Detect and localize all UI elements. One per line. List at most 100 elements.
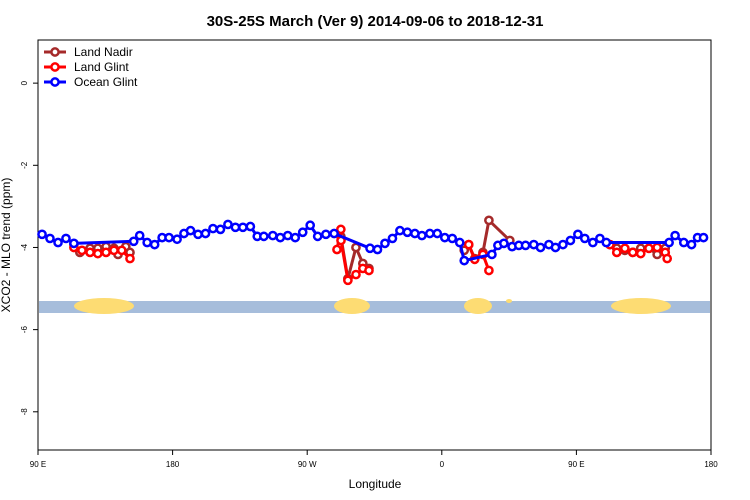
x-tick-label: 180 bbox=[704, 460, 718, 469]
data-point bbox=[343, 275, 353, 286]
data-point bbox=[101, 247, 111, 258]
data-point bbox=[670, 230, 680, 241]
data-point bbox=[459, 255, 470, 266]
surface-band bbox=[39, 298, 710, 314]
legend-marker bbox=[50, 47, 60, 57]
data-point bbox=[258, 231, 269, 242]
data-point bbox=[45, 233, 55, 244]
data-point bbox=[172, 234, 182, 245]
data-point bbox=[601, 237, 612, 248]
data-point bbox=[487, 249, 497, 260]
data-point bbox=[380, 238, 390, 249]
data-point bbox=[595, 233, 605, 244]
plot-frame bbox=[37, 39, 712, 451]
data-point bbox=[351, 269, 361, 280]
data-point bbox=[372, 244, 383, 255]
data-point bbox=[499, 238, 509, 249]
legend-marker bbox=[50, 62, 60, 72]
data-point bbox=[664, 237, 674, 248]
data-point bbox=[686, 239, 697, 250]
legend-label: Land Glint bbox=[74, 60, 129, 74]
data-point bbox=[573, 229, 583, 240]
data-point bbox=[611, 247, 622, 258]
data-point bbox=[417, 230, 427, 241]
chart-title: 30S-25S March (Ver 9) 2014-09-06 to 2018… bbox=[207, 13, 544, 30]
data-point bbox=[85, 247, 95, 258]
data-point bbox=[439, 232, 450, 243]
y-tick-label: -8 bbox=[20, 408, 29, 416]
data-point bbox=[109, 245, 119, 256]
data-point bbox=[290, 232, 301, 243]
data-point bbox=[662, 253, 673, 264]
data-point bbox=[128, 236, 139, 247]
x-tick-label: 90 W bbox=[298, 460, 317, 469]
data-point bbox=[185, 225, 196, 236]
data-point bbox=[275, 232, 286, 243]
data-point bbox=[134, 230, 145, 241]
data-point bbox=[238, 222, 248, 233]
data-point bbox=[77, 245, 87, 256]
data-point bbox=[305, 220, 316, 231]
data-point bbox=[424, 228, 435, 239]
legend-marker bbox=[50, 77, 60, 87]
data-point bbox=[620, 243, 630, 254]
data-point bbox=[535, 242, 546, 253]
data-point bbox=[116, 245, 127, 256]
x-tick-label: 90 E bbox=[30, 460, 46, 469]
data-point bbox=[520, 240, 531, 251]
data-point bbox=[53, 237, 63, 248]
data-point bbox=[312, 231, 323, 242]
data-point bbox=[588, 237, 598, 248]
legend-label: Land Nadir bbox=[74, 45, 133, 59]
data-point bbox=[402, 227, 413, 238]
data-point bbox=[164, 232, 174, 243]
data-point bbox=[395, 225, 405, 236]
data-point bbox=[336, 224, 346, 235]
data-point bbox=[208, 223, 218, 234]
data-point bbox=[282, 230, 293, 241]
data-point bbox=[432, 228, 443, 239]
data-point bbox=[698, 232, 709, 243]
data-point bbox=[627, 247, 638, 258]
data-point bbox=[635, 248, 646, 259]
data-point bbox=[223, 219, 233, 230]
data-point bbox=[37, 229, 47, 240]
data-point bbox=[267, 230, 278, 241]
land-patch bbox=[611, 298, 671, 314]
data-point bbox=[200, 228, 211, 239]
data-point bbox=[558, 239, 568, 250]
data-point bbox=[447, 233, 458, 244]
data-point bbox=[463, 239, 474, 250]
x-axis-label: Longitude bbox=[349, 477, 402, 491]
data-point bbox=[125, 253, 135, 264]
y-axis-label: XCO2 - MLO trend (ppm) bbox=[0, 178, 13, 313]
data-point bbox=[365, 243, 375, 254]
data-point bbox=[215, 224, 226, 235]
land-patch bbox=[506, 299, 512, 303]
legend-label: Ocean Glint bbox=[74, 75, 138, 89]
data-point bbox=[142, 237, 153, 248]
data-point bbox=[387, 233, 398, 244]
data-point bbox=[364, 265, 374, 276]
data-point bbox=[484, 265, 494, 276]
data-point bbox=[454, 237, 465, 248]
data-point bbox=[245, 221, 256, 232]
ocean-band bbox=[39, 301, 710, 313]
data-point bbox=[230, 222, 241, 233]
data-point bbox=[652, 242, 663, 253]
data-point bbox=[321, 229, 331, 240]
y-tick-label: -6 bbox=[20, 326, 29, 334]
data-point bbox=[329, 228, 339, 239]
data-point bbox=[550, 242, 561, 253]
land-patch bbox=[334, 298, 370, 314]
data-point bbox=[61, 233, 71, 244]
x-tick-label: 90 E bbox=[568, 460, 584, 469]
data-point bbox=[149, 239, 160, 250]
land-patch bbox=[74, 298, 134, 314]
data-point bbox=[297, 227, 308, 238]
y-tick-label: -4 bbox=[20, 243, 29, 251]
data-point bbox=[644, 243, 654, 254]
data-point bbox=[565, 235, 576, 246]
data-point bbox=[579, 233, 590, 244]
